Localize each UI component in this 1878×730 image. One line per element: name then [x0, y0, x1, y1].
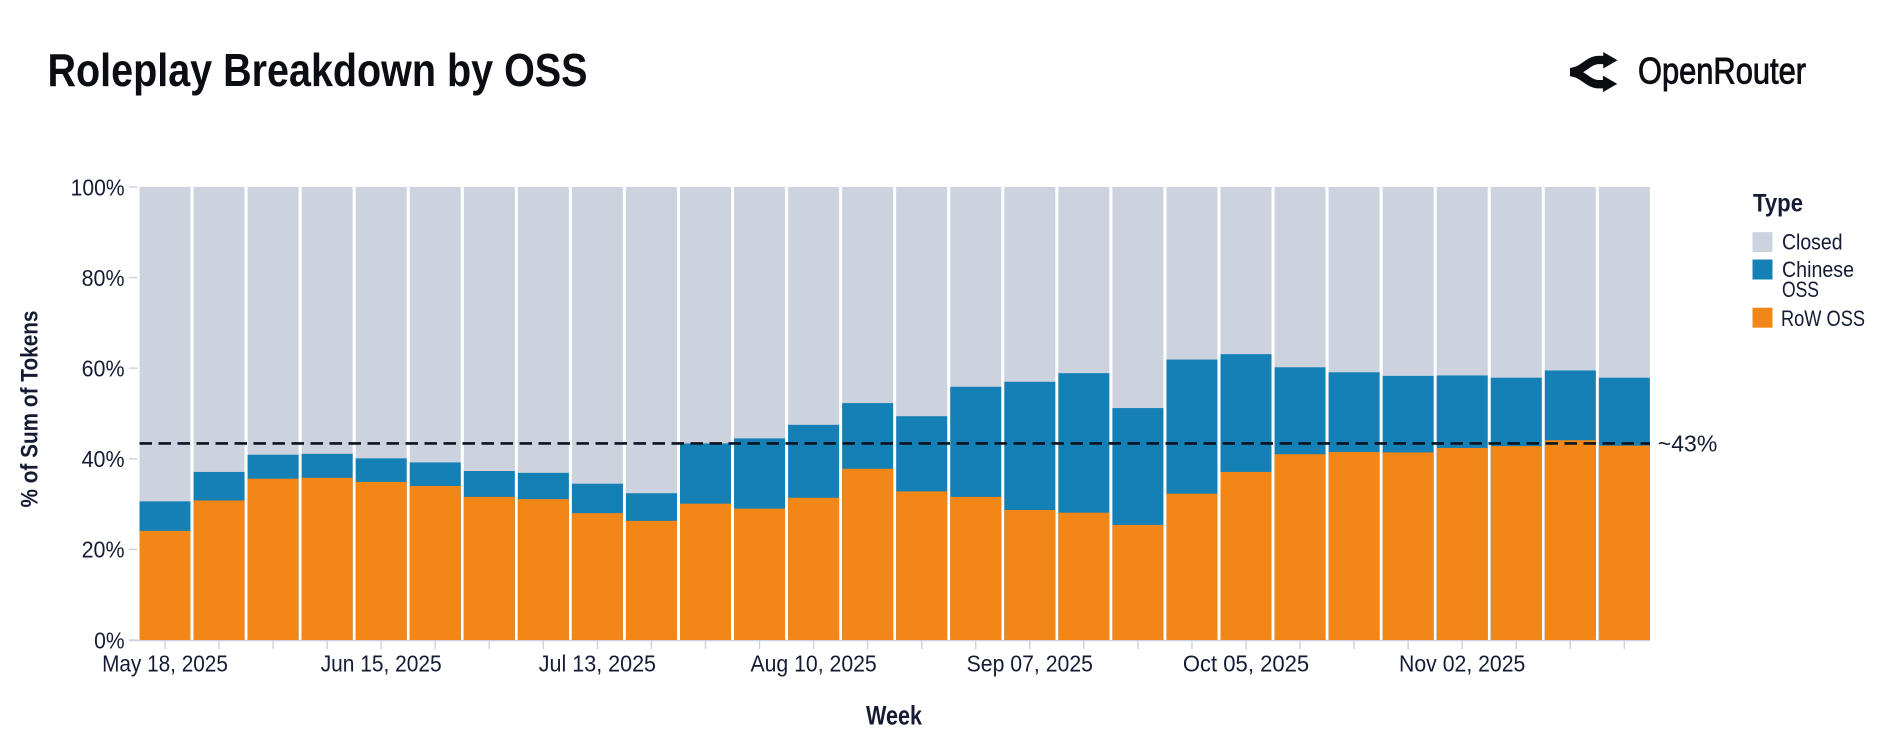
- svg-text:Roleplay Breakdown by OSS: Roleplay Breakdown by OSS: [48, 44, 588, 96]
- svg-text:Week: Week: [866, 701, 923, 730]
- svg-text:OSS: OSS: [1782, 277, 1819, 302]
- svg-text:0%: 0%: [94, 627, 125, 653]
- svg-text:Jul 13, 2025: Jul 13, 2025: [539, 651, 656, 677]
- svg-text:80%: 80%: [82, 265, 125, 291]
- svg-text:May 18, 2025: May 18, 2025: [102, 651, 228, 677]
- svg-text:Nov 02, 2025: Nov 02, 2025: [1399, 651, 1525, 677]
- svg-text:Aug 10, 2025: Aug 10, 2025: [750, 651, 876, 677]
- svg-text:Closed: Closed: [1782, 229, 1843, 254]
- svg-text:Chinese: Chinese: [1782, 257, 1854, 282]
- svg-text:Oct 05, 2025: Oct 05, 2025: [1183, 651, 1309, 677]
- svg-text:% of Sum of Tokens: % of Sum of Tokens: [17, 311, 44, 508]
- svg-text:Jun 15, 2025: Jun 15, 2025: [321, 651, 442, 677]
- svg-text:Sep 07, 2025: Sep 07, 2025: [967, 651, 1093, 677]
- svg-text:40%: 40%: [82, 446, 125, 472]
- svg-text:100%: 100%: [71, 174, 125, 200]
- svg-text:Type: Type: [1753, 189, 1803, 217]
- svg-text:RoW OSS: RoW OSS: [1781, 306, 1865, 331]
- svg-text:OpenRouter: OpenRouter: [1638, 50, 1806, 91]
- svg-text:~43%: ~43%: [1658, 430, 1718, 456]
- svg-text:60%: 60%: [82, 356, 125, 382]
- svg-text:20%: 20%: [82, 537, 125, 563]
